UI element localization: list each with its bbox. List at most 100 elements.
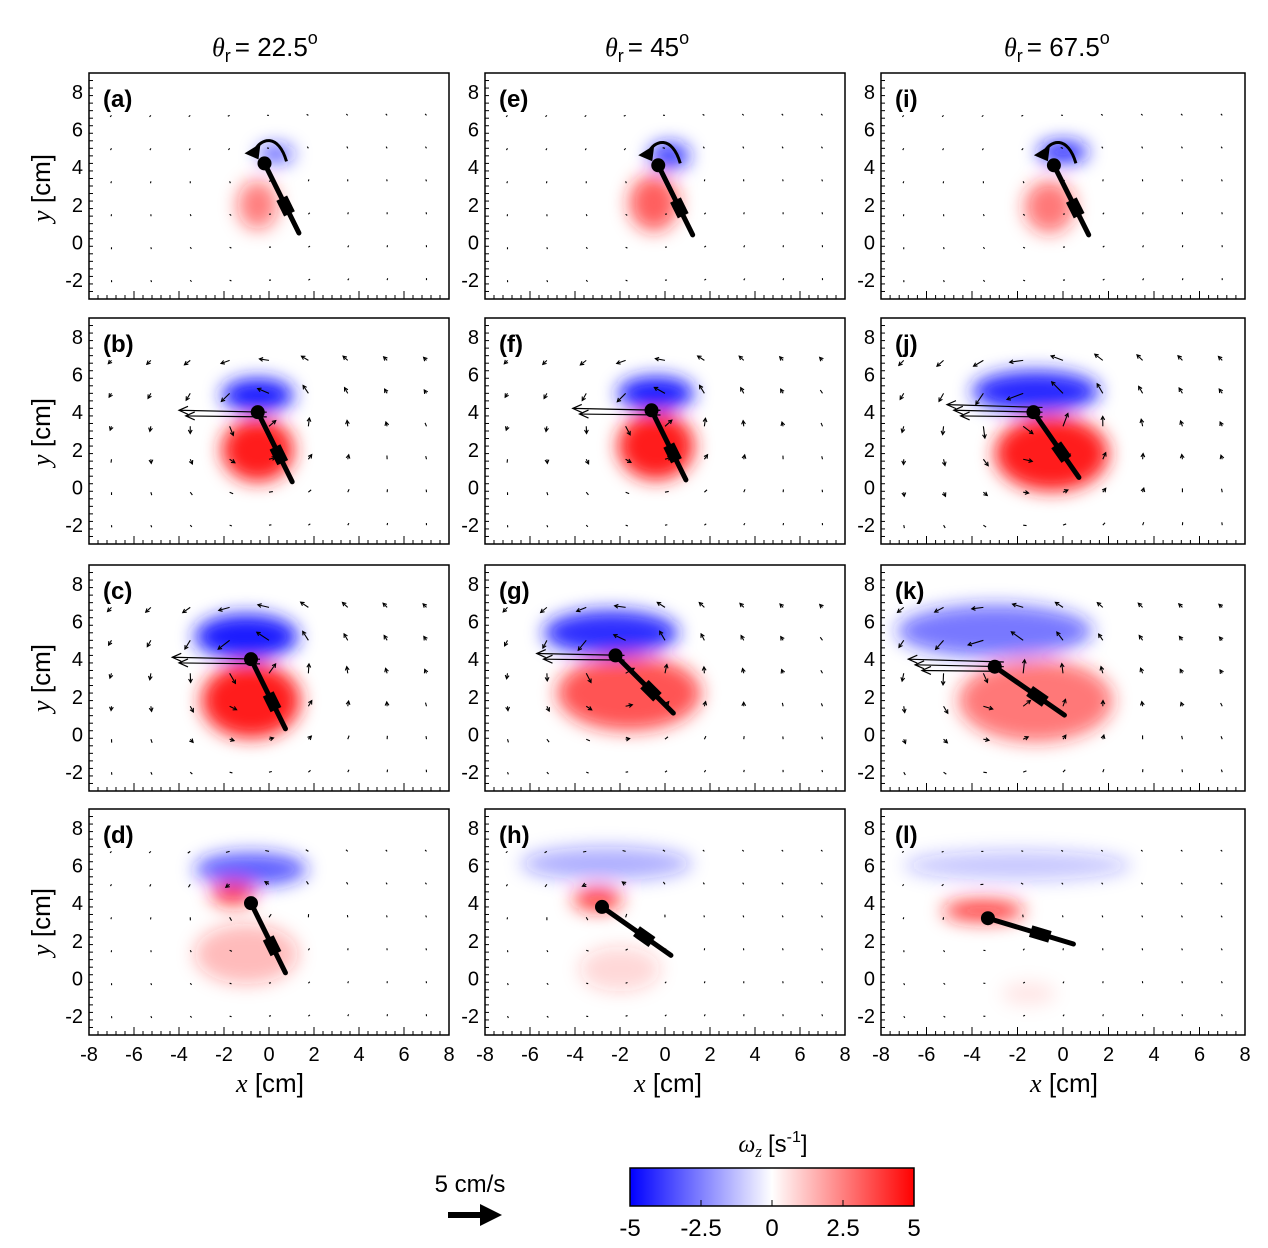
colorbar-tick-label: 2.5 (826, 1215, 859, 1242)
velocity-arrow (613, 634, 626, 641)
velocity-arrow (385, 113, 388, 116)
velocity-arrow (150, 739, 153, 743)
positive-vorticity-region (221, 417, 294, 482)
velocity-arrow-head (232, 706, 238, 711)
velocity-arrow-head (230, 458, 236, 464)
panel-content (485, 73, 845, 299)
velocity-arrow-head (1097, 633, 1103, 639)
velocity-arrow (1102, 1014, 1104, 1017)
velocity-arrow (743, 489, 746, 493)
velocity-arrow (820, 703, 824, 707)
velocity-arrow (1096, 383, 1104, 394)
velocity-arrow (385, 849, 388, 852)
velocity-arrow (781, 849, 784, 852)
y-tick-label: 2 (468, 931, 479, 953)
velocity-arrow (229, 705, 237, 711)
velocity-arrow (901, 114, 905, 118)
panel-content (485, 318, 845, 544)
velocity-arrow (664, 770, 668, 773)
velocity-arrow (941, 114, 944, 118)
velocity-arrow (742, 882, 745, 885)
velocity-arrow-head (1050, 381, 1056, 386)
velocity-arrow (1022, 659, 1026, 674)
velocity-arrow (1180, 882, 1183, 885)
velocity-arrow-head (625, 736, 631, 742)
velocity-arrow (150, 524, 153, 528)
velocity-arrow-head (587, 678, 592, 684)
y-tick-label: 8 (72, 818, 83, 840)
velocity-arrow-head (1100, 699, 1106, 705)
velocity-arrow (1220, 882, 1223, 885)
velocity-arrow (187, 884, 191, 888)
velocity-arrow (1138, 386, 1144, 394)
velocity-arrow-head (307, 735, 313, 741)
velocity-arrow-head (109, 706, 114, 712)
y-tick-label: 2 (864, 195, 875, 217)
y-tick-label: -2 (461, 270, 479, 292)
velocity-arrow (664, 664, 668, 674)
velocity-arrow-head (1218, 603, 1223, 609)
panel-ticks (88, 72, 450, 300)
velocity-arrow-head (144, 608, 150, 614)
negative-vorticity-region (194, 613, 299, 660)
velocity-vectors (502, 601, 824, 775)
velocity-arrow (577, 639, 587, 651)
velocity-arrow (507, 1015, 509, 1019)
velocity-arrow (625, 491, 630, 495)
positive-vorticity-region (201, 662, 301, 739)
x-tick-label: -2 (611, 1044, 629, 1066)
velocity-arrow-head (423, 389, 429, 394)
panel: 8 6 4 2 0 -2 (b) (65, 317, 450, 545)
velocity-arrow-head (906, 654, 918, 664)
y-tick-label: 0 (864, 478, 875, 500)
positive-vorticity-region (1024, 180, 1075, 234)
velocity-arrow-head (544, 427, 549, 433)
velocity-arrow (1142, 245, 1145, 248)
velocity-arrow-head (613, 603, 619, 609)
velocity-arrow (821, 1014, 824, 1017)
y-tick-label: 4 (468, 893, 479, 915)
colorbar-title: ωz [s-1] (738, 1129, 807, 1161)
velocity-arrow (220, 359, 230, 364)
velocity-arrow (109, 115, 112, 118)
velocity-vectors (107, 355, 429, 528)
panel-content (881, 73, 1245, 299)
velocity-arrow (1009, 359, 1024, 363)
y-tick-label: 2 (72, 931, 83, 953)
velocity-arrow (542, 640, 548, 649)
velocity-arrow (220, 392, 231, 402)
velocity-vectors (109, 849, 428, 1019)
velocity-arrow (424, 882, 427, 885)
velocity-arrow (506, 181, 509, 184)
velocity-arrow (424, 849, 427, 852)
velocity-arrow-head (934, 645, 940, 651)
velocity-arrow-head (900, 677, 906, 683)
panel-label: (b) (103, 331, 134, 358)
velocity-arrow-head (1011, 602, 1017, 608)
velocity-arrow (109, 884, 112, 887)
velocity-arrow-head (1100, 733, 1106, 740)
velocity-arrow (425, 179, 428, 182)
velocity-arrow-head (984, 461, 989, 467)
velocity-arrow (943, 771, 947, 775)
x-tick-label: 8 (839, 1044, 850, 1066)
velocity-arrow (585, 214, 588, 217)
velocity-arrow (1180, 915, 1183, 918)
velocity-arrow-head (626, 458, 632, 464)
velocity-arrow-head (148, 707, 154, 713)
velocity-arrow-head (902, 739, 907, 745)
velocity-arrow (308, 1014, 311, 1017)
velocity-arrow (903, 525, 905, 529)
velocity-arrow (306, 881, 309, 885)
velocity-arrow (943, 1015, 946, 1018)
velocity-arrow (505, 148, 508, 151)
velocity-arrow-head (1096, 601, 1102, 607)
velocity-arrow (1056, 631, 1064, 641)
panel-label: (c) (103, 578, 132, 605)
velocity-arrow-head (983, 491, 989, 497)
velocity-arrow (983, 524, 987, 528)
velocity-arrow (1181, 179, 1183, 182)
negative-vorticity-region (194, 852, 308, 887)
velocity-arrow-head (544, 459, 550, 465)
body-segment (262, 935, 282, 957)
